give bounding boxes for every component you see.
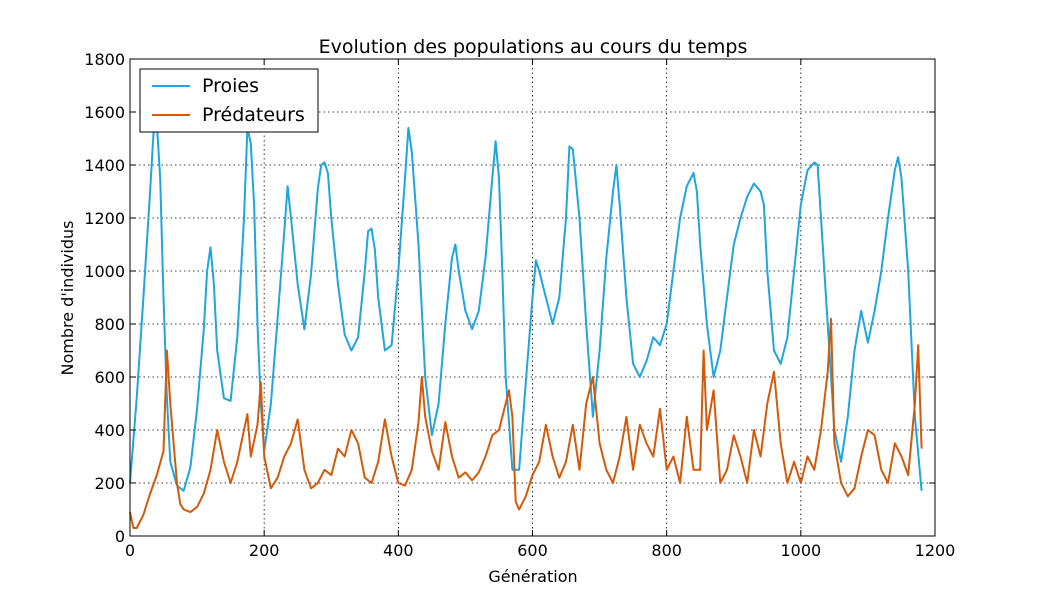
y-tick-label: 800 xyxy=(94,315,125,334)
ticks: 0 200 400 600 800 1000 1200 0 200 400 600 800 1000 12… xyxy=(84,50,955,560)
x-tick-label: 800 xyxy=(651,541,682,560)
y-tick-label: 200 xyxy=(94,474,125,493)
x-tick-label: 1200 xyxy=(915,541,956,560)
x-tick-label: 200 xyxy=(249,541,280,560)
y-tick-label: 1600 xyxy=(84,103,125,122)
y-axis-label: Nombre d'individus xyxy=(58,221,77,376)
series-group xyxy=(129,121,923,529)
y-tick-label: 0 xyxy=(115,527,125,546)
x-tick-label: 600 xyxy=(517,541,548,560)
y-tick-label: 1800 xyxy=(84,50,125,69)
x-tick-label: 1000 xyxy=(780,541,821,560)
legend-label-predateurs: Prédateurs xyxy=(202,104,305,126)
series-line-1 xyxy=(129,317,923,529)
y-tick-label: 1400 xyxy=(84,156,125,175)
series-line-0 xyxy=(129,121,923,492)
y-tick-label: 1200 xyxy=(84,209,125,228)
y-tick-label: 400 xyxy=(94,421,125,440)
legend: Proies Prédateurs xyxy=(139,68,319,133)
chart-title: Evolution des populations au cours du te… xyxy=(319,36,748,58)
x-tick-label: 400 xyxy=(383,541,414,560)
x-axis-label: Génération xyxy=(488,567,577,586)
y-tick-label: 600 xyxy=(94,368,125,387)
legend-label-proies: Proies xyxy=(202,75,259,97)
y-tick-label: 1000 xyxy=(84,262,125,281)
legend-box xyxy=(139,68,319,133)
x-tick-label: 0 xyxy=(125,541,135,560)
